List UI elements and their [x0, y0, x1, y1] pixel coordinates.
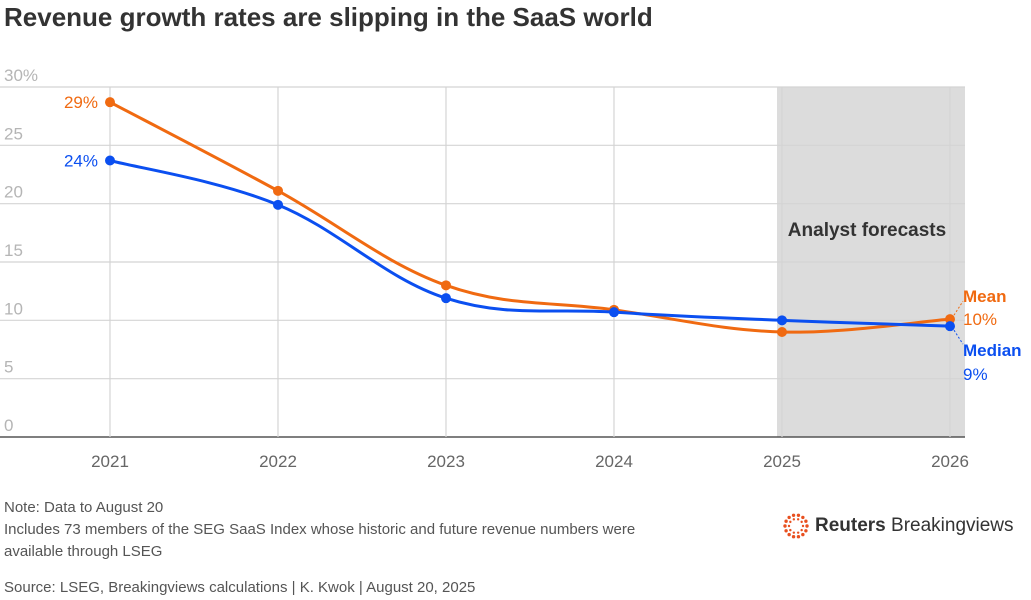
series-line-mean	[109, 100, 951, 334]
series-name-label: Median	[963, 341, 1022, 360]
y-tick-label: 20	[4, 183, 23, 202]
end-value-label: 10%	[963, 310, 997, 329]
data-point	[777, 315, 787, 326]
data-point	[609, 307, 619, 318]
x-tick-label: 2026	[931, 452, 969, 471]
y-tick-label: 15	[4, 241, 23, 260]
x-tick-label: 2024	[595, 452, 633, 471]
y-tick-label: 5	[4, 358, 13, 377]
reuters-breakingviews-logo: Reuters Breakingviews	[783, 513, 1014, 539]
x-tick-label: 2021	[91, 452, 129, 471]
leader-line	[953, 329, 964, 345]
data-point	[945, 314, 955, 325]
note-line: Includes 73 members of the SEG SaaS Inde…	[4, 521, 636, 538]
note-line: Note: Data to August 20	[4, 499, 164, 516]
reuters-logo-icon	[783, 513, 809, 539]
logo-text-bold: Reuters	[815, 515, 886, 536]
x-tick-label: 2025	[763, 452, 801, 471]
data-point	[777, 327, 787, 337]
data-point	[441, 280, 451, 291]
notes: Note: Data to August 20 Includes 73 memb…	[4, 497, 635, 563]
data-point	[441, 293, 451, 304]
forecast-label: Analyst forecasts	[788, 220, 946, 241]
logo-text: Breakingviews	[891, 515, 1014, 536]
x-tick-label: 2023	[427, 452, 465, 471]
data-point	[273, 199, 283, 210]
end-value-label: 9%	[963, 365, 988, 384]
y-tick-label: 25	[4, 124, 23, 143]
data-point	[105, 97, 115, 108]
source-line: Source: LSEG, Breakingviews calculations…	[4, 579, 476, 596]
y-tick-label: 30%	[4, 66, 38, 85]
data-point	[273, 185, 283, 196]
leader-line	[953, 300, 964, 316]
chart-title: Revenue growth rates are slipping in the…	[4, 2, 653, 32]
start-value-label: 24%	[64, 152, 98, 171]
series-name-label: Mean	[963, 287, 1006, 306]
y-tick-label: 10	[4, 299, 23, 318]
x-tick-label: 2022	[259, 452, 297, 471]
series-line-median	[109, 159, 951, 328]
y-tick-label: 0	[4, 416, 13, 435]
note-line: available through LSEG	[4, 543, 163, 560]
data-point	[105, 155, 115, 166]
start-value-label: 29%	[64, 93, 98, 112]
data-point	[945, 321, 955, 332]
